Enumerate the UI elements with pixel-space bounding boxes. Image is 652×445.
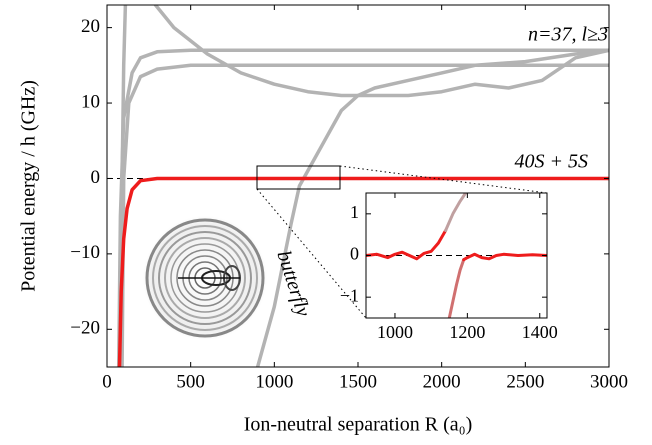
data-line <box>447 258 466 318</box>
main-plot: 0 500 1000 1500 2000 2500 3000−20−1001020Ion-n… <box>18 4 628 436</box>
y-tick-label: 10 <box>81 91 100 112</box>
data-line <box>255 48 609 367</box>
data-line <box>153 5 609 98</box>
data-line <box>117 176 609 367</box>
y-tick-label: 20 <box>81 16 100 37</box>
x-tick-label: 1000 <box>377 322 413 342</box>
x-tick-label: 1200 <box>449 322 485 342</box>
data-line <box>366 229 448 261</box>
y-tick-label: −10 <box>70 242 100 263</box>
wavefunction-image <box>143 216 267 340</box>
annotation: n=37, l≥3 <box>528 24 608 46</box>
annotation: 40S + 5S <box>515 151 589 173</box>
x-tick-label: 1000 <box>255 371 293 392</box>
y-tick-label: 1 <box>350 202 359 222</box>
zoom-indicator <box>256 165 548 319</box>
y-tick-label: 0 <box>350 244 359 264</box>
x-tick-label: 500 <box>176 371 205 392</box>
data-line <box>444 193 468 232</box>
y-tick-label: 0 <box>91 167 101 188</box>
x-tick-label: 1400 <box>522 322 558 342</box>
x-axis-label: Ion-neutral separation R (a₀) <box>244 414 473 436</box>
y-tick-label: −20 <box>70 318 100 339</box>
x-tick-label: 2000 <box>423 371 461 392</box>
data-line <box>462 252 547 262</box>
y-axis-label: Potential energy / h (GHz) <box>18 80 40 292</box>
x-tick-label: 2500 <box>506 371 544 392</box>
data-line <box>120 63 609 367</box>
x-tick-label: 3000 <box>590 371 628 392</box>
x-tick-label: 1500 <box>339 371 377 392</box>
y-tick-label: −1 <box>340 285 359 305</box>
x-tick-label: 0 <box>102 371 112 392</box>
inset-plot: 1000 1200 1400 −1 0 1 <box>340 192 558 342</box>
